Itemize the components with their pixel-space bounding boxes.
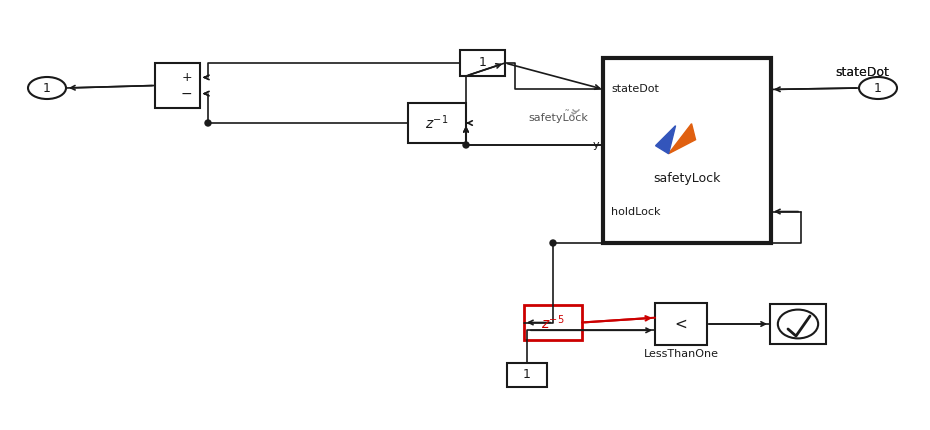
Bar [155, 63, 200, 108]
Bar [408, 103, 466, 143]
Text: $z^{-5}$: $z^{-5}$ [541, 313, 565, 332]
Text: 1: 1 [43, 82, 51, 95]
Circle shape [550, 240, 556, 246]
Text: y: y [592, 140, 599, 150]
Text: −: − [180, 86, 192, 101]
Text: +: + [181, 71, 192, 84]
Text: stateDot: stateDot [611, 84, 658, 95]
Text: stateDot: stateDot [835, 65, 889, 79]
Ellipse shape [777, 310, 818, 338]
Text: holdLock: holdLock [611, 206, 660, 217]
Text: safetyLock: safetyLock [528, 113, 588, 123]
Bar [603, 58, 771, 243]
Ellipse shape [859, 77, 897, 99]
Text: 1: 1 [874, 82, 882, 95]
Ellipse shape [28, 77, 66, 99]
Circle shape [463, 142, 469, 148]
Bar [460, 50, 505, 76]
Polygon shape [669, 124, 696, 154]
Bar [507, 363, 547, 387]
Circle shape [205, 120, 211, 126]
Text: 1: 1 [523, 369, 531, 381]
Text: LessThanOne: LessThanOne [644, 349, 719, 359]
Text: <: < [674, 316, 687, 332]
Bar [655, 303, 707, 345]
Text: stateDot: stateDot [835, 65, 889, 79]
Text: 1: 1 [479, 56, 486, 70]
Text: safetyLock: safetyLock [653, 172, 721, 185]
Bar [524, 305, 582, 340]
Text: $z^{-1}$: $z^{-1}$ [425, 114, 448, 132]
Polygon shape [656, 126, 675, 154]
Bar [770, 304, 826, 344]
